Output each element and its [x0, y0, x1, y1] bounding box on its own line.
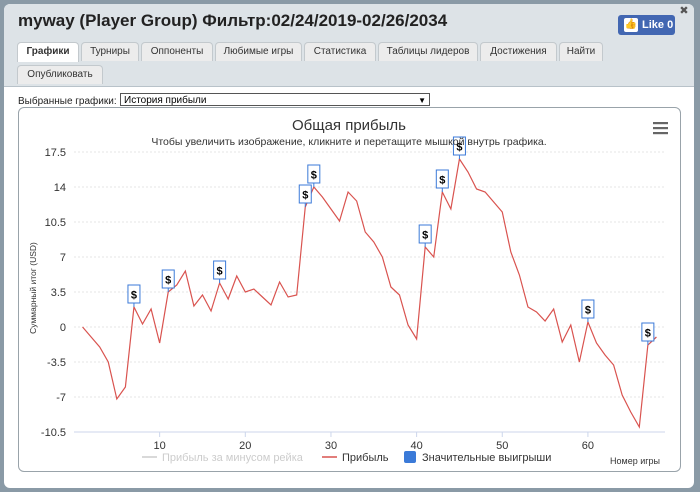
- menu-icon[interactable]: [653, 122, 668, 135]
- flag-box: [298, 184, 312, 204]
- flag-box: [435, 169, 449, 189]
- flag-label: $: [217, 266, 223, 278]
- flag-label: $: [302, 190, 308, 202]
- flag-box: [213, 260, 227, 280]
- dropdown-arrow-icon: ▼: [418, 96, 426, 105]
- big-win-flag[interactable]: $: [213, 260, 227, 283]
- chart-subtitle: Чтобы увеличить изображение, кликните и …: [151, 136, 546, 148]
- big-win-flag[interactable]: $: [307, 164, 321, 187]
- big-win-flag[interactable]: $: [418, 224, 432, 247]
- x-tick-label: 20: [239, 440, 251, 452]
- y-tick-label: 17.5: [45, 147, 66, 159]
- x-axis-label: Номер игры: [610, 456, 660, 466]
- flag-label: $: [439, 175, 445, 187]
- flag-box: [452, 136, 466, 156]
- flag-label: $: [645, 328, 651, 340]
- big-win-flag[interactable]: $: [298, 184, 312, 207]
- app-window: myway (Player Group) Фильтр:02/24/2019-0…: [4, 4, 694, 488]
- flag-box: [418, 224, 432, 244]
- flag-box: [161, 269, 175, 289]
- tab-bar: Графики Турниры Оппоненты Любимые игры С…: [4, 38, 694, 87]
- title-bar: myway (Player Group) Фильтр:02/24/2019-0…: [4, 4, 694, 38]
- legend-swatch-big-wins: [404, 451, 416, 463]
- flag-box: [581, 299, 595, 319]
- legend-label-profit: Прибыль: [342, 452, 389, 464]
- big-win-flag[interactable]: $: [581, 299, 595, 322]
- thumbs-up-icon: 👍: [624, 18, 638, 32]
- flag-label: $: [165, 275, 171, 287]
- grid-lines: [74, 151, 665, 433]
- tab-statistics[interactable]: Статистика: [304, 42, 376, 61]
- flag-label: $: [422, 230, 428, 242]
- big-win-flag[interactable]: $: [435, 169, 449, 192]
- close-icon[interactable]: ✖: [679, 5, 689, 17]
- like-label: Like 0: [642, 19, 674, 31]
- y-tick-label: -7: [56, 392, 66, 404]
- x-tick-label: 40: [410, 440, 422, 452]
- legend-item-profit[interactable]: Прибыль: [322, 452, 389, 464]
- chart-container[interactable]: -10.5 -7 -3.5 0 3.5 7 10.5 14 17.5 10 20 30 40 50 60 $…: [18, 107, 681, 472]
- legend-item-big-wins[interactable]: Значительные выигрыши: [404, 451, 551, 464]
- x-tick-label: 30: [325, 440, 337, 452]
- big-win-flag[interactable]: $: [452, 136, 466, 159]
- y-tick-label: 7: [60, 252, 66, 264]
- chart-title: Общая прибыль: [292, 117, 406, 134]
- tab-search[interactable]: Найти: [559, 42, 603, 61]
- y-axis-label: Суммарный итог (USD): [28, 242, 38, 334]
- y-tick-label: 3.5: [51, 287, 66, 299]
- chart-select-value: История прибыли: [124, 95, 207, 106]
- flag-box: [127, 284, 141, 304]
- big-win-flag[interactable]: $: [127, 284, 141, 307]
- y-tick-label: 14: [54, 182, 66, 194]
- flag-label: $: [456, 142, 462, 154]
- tab-opponents[interactable]: Оппоненты: [141, 42, 213, 61]
- x-tick-label: 60: [582, 440, 594, 452]
- window-title: myway (Player Group) Фильтр:02/24/2019-0…: [18, 11, 448, 30]
- profit-chart[interactable]: -10.5 -7 -3.5 0 3.5 7 10.5 14 17.5 10 20 30 40 50 60 $…: [19, 108, 680, 471]
- flag-label: $: [311, 170, 317, 182]
- x-tick-label: 10: [154, 440, 166, 452]
- tab-tournaments[interactable]: Турниры: [81, 42, 139, 61]
- chart-select[interactable]: История прибыли ▼: [120, 93, 430, 106]
- legend-item-net-profit[interactable]: Прибыль за минусом рейка: [142, 452, 304, 464]
- flag-box: [641, 322, 655, 342]
- flag-markers[interactable]: $$$$$$$$$$: [127, 136, 655, 345]
- y-tick-label: 10.5: [45, 217, 66, 229]
- series-layer: [82, 157, 657, 429]
- tab-charts[interactable]: Графики: [17, 42, 79, 62]
- y-tick-label: -10.5: [41, 427, 66, 439]
- y-tick-label: -3.5: [47, 357, 66, 369]
- flag-box: [307, 164, 321, 184]
- big-win-flag[interactable]: $: [641, 322, 655, 345]
- flag-label: $: [585, 305, 591, 317]
- profit-line: [82, 157, 657, 429]
- flag-label: $: [131, 290, 137, 302]
- y-tick-label: 0: [60, 322, 66, 334]
- big-win-flag[interactable]: $: [161, 269, 175, 292]
- tab-achievements[interactable]: Достижения: [480, 42, 557, 61]
- x-tick-label: 50: [496, 440, 508, 452]
- tab-leaderboards[interactable]: Таблицы лидеров: [378, 42, 478, 61]
- legend-label-net: Прибыль за минусом рейка: [162, 452, 304, 464]
- legend: Прибыль за минусом рейка Прибыль Значите…: [142, 451, 551, 464]
- tab-favorite-games[interactable]: Любимые игры: [215, 42, 302, 61]
- legend-label-big-wins: Значительные выигрыши: [422, 452, 551, 464]
- chart-select-label: Выбранные графики:: [18, 96, 117, 107]
- like-button[interactable]: 👍 Like 0: [618, 15, 675, 35]
- axes: -10.5 -7 -3.5 0 3.5 7 10.5 14 17.5 10 20 30 40 50 60: [41, 147, 665, 452]
- tab-publish[interactable]: Опубликовать: [17, 65, 103, 84]
